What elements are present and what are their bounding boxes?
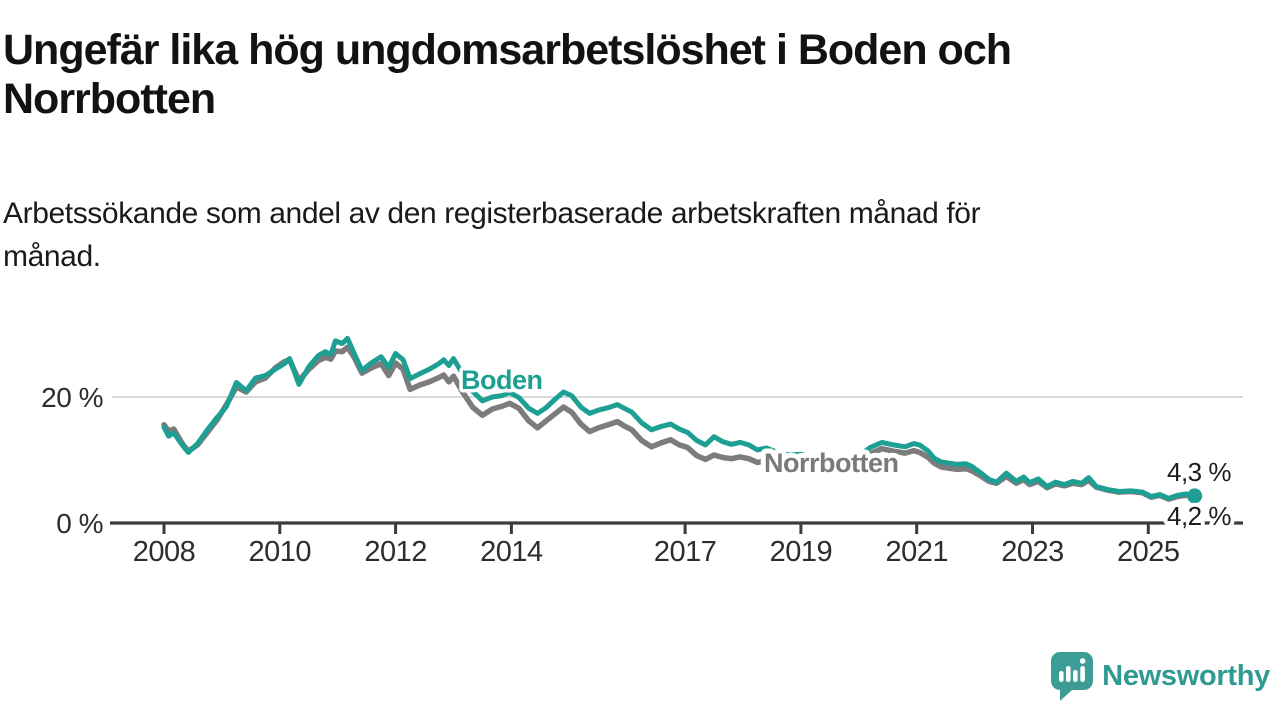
- x-tick-label-2021: 2021: [885, 536, 948, 568]
- x-tick-label-2014: 2014: [480, 536, 543, 568]
- bar-2: [1066, 666, 1071, 682]
- boden-line: [161, 335, 1198, 501]
- x-tick-label-2019: 2019: [770, 536, 833, 568]
- end-value-label-norrbotten: 4,2 %: [1167, 501, 1231, 531]
- exclamation-bar: [1080, 666, 1086, 682]
- exclamation-dot: [1079, 658, 1086, 664]
- chart-subtitle-line1: Arbetssökande som andel av den registerb…: [3, 197, 981, 230]
- newsworthy-logo: Newsworthy: [1050, 648, 1270, 704]
- page-title: Ungefär lika hög ungdomsarbetslöshet i B…: [3, 26, 1203, 124]
- boden-end-dot: [1187, 488, 1203, 504]
- speech-bubble-shape: [1051, 652, 1094, 701]
- chart-subtitle: Arbetssökande som andel av den registerb…: [3, 192, 1193, 278]
- y-tick-label-20: 20 %: [41, 382, 103, 413]
- x-tick-label-2025: 2025: [1117, 536, 1180, 568]
- bar-1: [1059, 671, 1064, 682]
- y-tick-label-0: 0 %: [56, 508, 103, 539]
- page-title-line2: Norrbotten: [3, 75, 216, 123]
- chart-subtitle-line2: månad.: [3, 240, 101, 273]
- x-tick-label-2010: 2010: [249, 536, 312, 568]
- boden-line-label: Boden: [461, 365, 543, 395]
- end-value-label-boden: 4,3 %: [1167, 457, 1231, 487]
- x-tick-label-2023: 2023: [1001, 536, 1064, 568]
- x-tick-label-2012: 2012: [364, 536, 427, 568]
- x-tick-label-2008: 2008: [133, 536, 196, 568]
- bar-3: [1073, 670, 1078, 682]
- newsworthy-logo-icon: [1051, 652, 1094, 701]
- page-title-line1: Ungefär lika hög ungdomsarbetslöshet i B…: [3, 26, 1012, 74]
- norrbotten-line: [161, 344, 1198, 502]
- newsworthy-logo-text: Newsworthy: [1102, 660, 1270, 692]
- norrbotten-line-label: Norrbotten: [764, 448, 898, 478]
- x-tick-label-2017: 2017: [654, 536, 717, 568]
